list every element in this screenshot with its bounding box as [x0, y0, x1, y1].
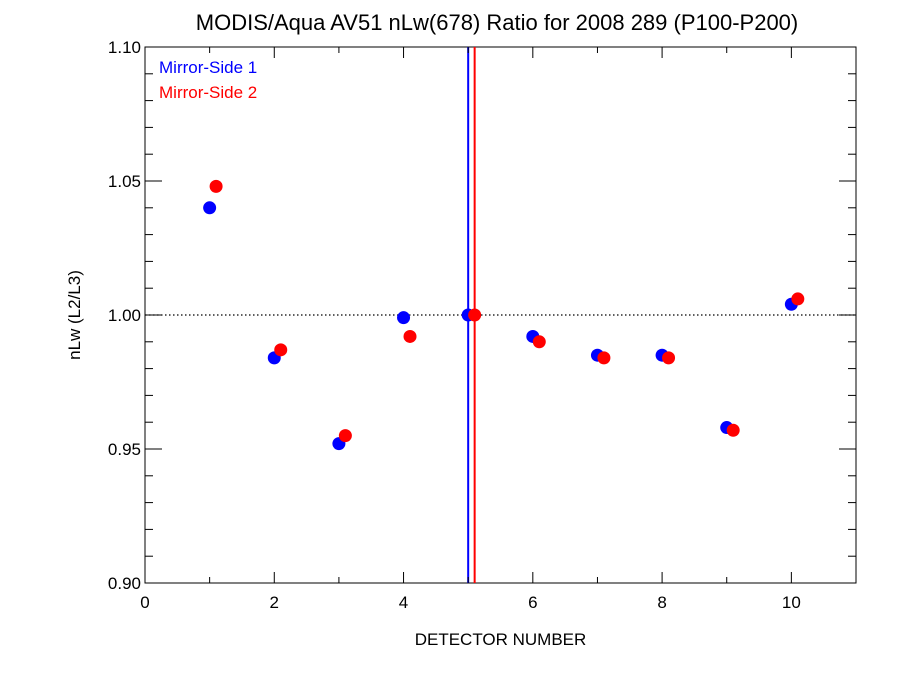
data-point-series-1: [397, 311, 411, 325]
legend: Mirror-Side 1 Mirror-Side 2: [159, 58, 257, 102]
x-tick-label: 0: [140, 593, 149, 612]
plot-area: 0 2 4 6 8 10 0.90 0.95 1.00 1.05 1.10: [108, 38, 857, 612]
data-point-series-2: [209, 179, 223, 193]
data-point-series-2: [274, 343, 288, 357]
data-point-series-2: [532, 335, 546, 349]
data-point-series-2: [597, 351, 611, 365]
y-tick-label: 1.00: [108, 306, 141, 325]
data-point-series-2: [403, 329, 417, 343]
x-tick-label: 2: [270, 593, 279, 612]
x-tick-label: 4: [399, 593, 408, 612]
x-tick-label: 8: [657, 593, 666, 612]
data-point-series-2: [468, 308, 482, 322]
legend-entry-series-1: Mirror-Side 1: [159, 58, 257, 77]
legend-entry-series-2: Mirror-Side 2: [159, 83, 257, 102]
data-point-series-1: [203, 201, 217, 215]
y-tick-label: 1.10: [108, 38, 141, 57]
data-point-series-2: [338, 429, 352, 443]
y-tick-label: 0.95: [108, 440, 141, 459]
data-point-series-2: [726, 423, 740, 437]
y-axis-label: nLw (L2/L3): [65, 270, 84, 360]
y-tick-label: 1.05: [108, 172, 141, 191]
x-axis-label: DETECTOR NUMBER: [415, 630, 587, 649]
data-point-series-2: [791, 292, 805, 306]
x-tick-label: 6: [528, 593, 537, 612]
chart-title: MODIS/Aqua AV51 nLw(678) Ratio for 2008 …: [196, 10, 799, 35]
y-tick-label: 0.90: [108, 574, 141, 593]
data-point-series-2: [662, 351, 676, 365]
x-tick-label: 10: [782, 593, 801, 612]
